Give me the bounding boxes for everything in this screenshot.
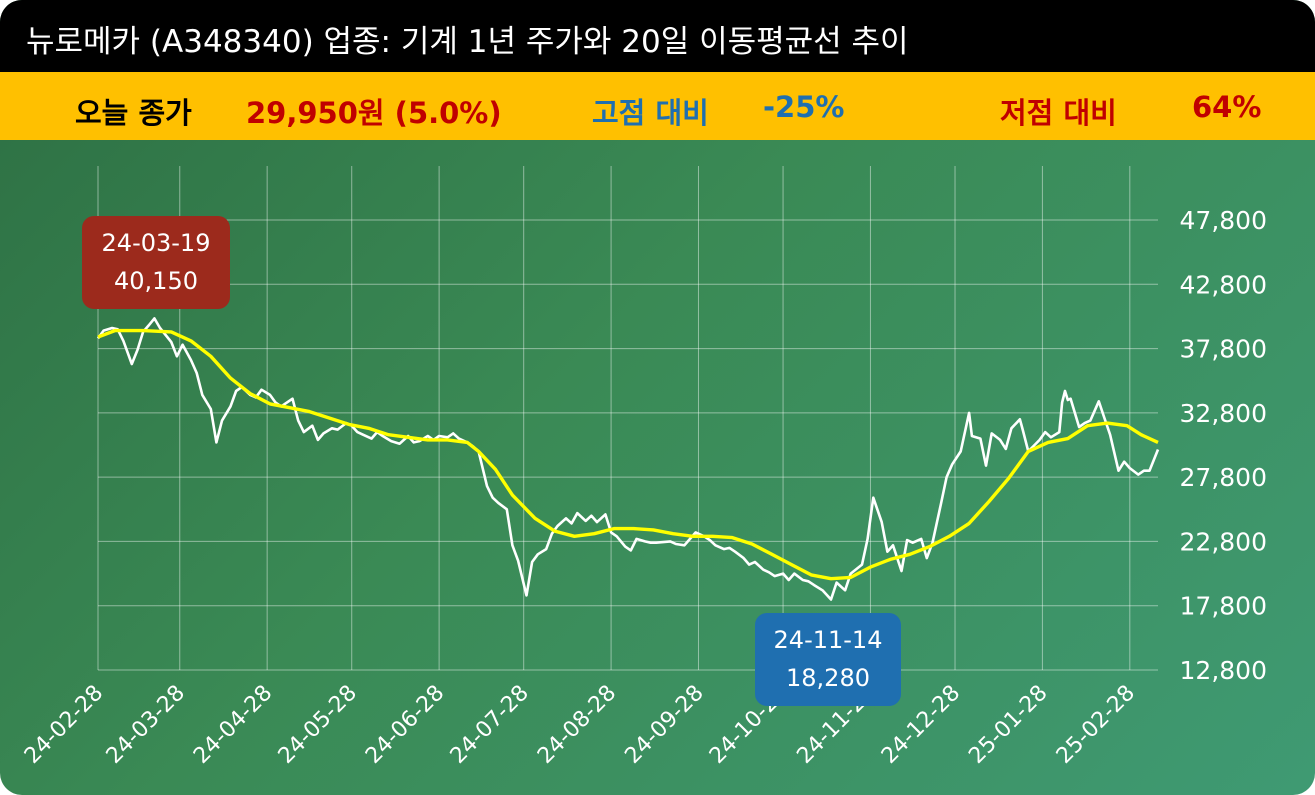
y-tick-label: 12,800 xyxy=(1180,656,1267,685)
y-tick-label: 17,800 xyxy=(1180,592,1267,621)
y-tick-label: 27,800 xyxy=(1180,463,1267,492)
high-callout: 24-03-19 40,150 xyxy=(82,216,230,309)
low-compare-value: 64% xyxy=(1192,90,1262,124)
x-tick-label: 24-02-28 xyxy=(20,681,108,769)
y-tick-label: 42,800 xyxy=(1180,270,1267,299)
low-callout-date: 24-11-14 xyxy=(774,626,883,654)
high-callout-box xyxy=(82,216,230,309)
series-line-ma20 xyxy=(97,328,1159,581)
price-chart: 12,800 17,800 22,800 27,800 32,800 37,800 42,8… xyxy=(20,166,1267,769)
x-tick-label: 24-03-28 xyxy=(102,681,190,769)
x-tick-label: 24-05-28 xyxy=(274,681,362,769)
x-tick-label: 25-02-28 xyxy=(1052,681,1140,769)
horizontal-gridlines xyxy=(98,219,1158,671)
x-tick-label: 24-09-28 xyxy=(620,681,708,769)
series-line-price xyxy=(96,317,1160,601)
x-tick-label: 25-01-28 xyxy=(964,681,1052,769)
low-callout: 24-11-14 18,280 xyxy=(755,613,901,706)
high-callout-value: 40,150 xyxy=(114,267,198,295)
title-bar: 뉴로메카 (A348340) 업종: 기계 1년 주가와 20일 이동평균선 추… xyxy=(0,0,1315,72)
x-tick-label: 24-04-28 xyxy=(189,681,277,769)
x-tick-label: 24-06-28 xyxy=(361,681,449,769)
vertical-gridlines xyxy=(97,166,1131,670)
y-tick-label: 32,800 xyxy=(1180,399,1267,428)
y-tick-label: 22,800 xyxy=(1180,527,1267,556)
close-label: 오늘 종가 xyxy=(75,96,192,130)
low-callout-box xyxy=(755,613,901,706)
high-callout-date: 24-03-19 xyxy=(102,229,211,257)
y-axis-ticks: 12,800 17,800 22,800 27,800 32,800 37,800 42,8… xyxy=(1180,206,1267,685)
y-tick-label: 47,800 xyxy=(1180,206,1267,235)
x-tick-label: 24-07-28 xyxy=(446,681,534,769)
low-callout-value: 18,280 xyxy=(786,664,870,692)
y-tick-label: 37,800 xyxy=(1180,335,1267,364)
x-tick-label: 24-08-28 xyxy=(533,681,621,769)
high-compare-label: 고점 대비 xyxy=(592,96,709,130)
close-value: 29,950원 (5.0%) xyxy=(246,96,502,130)
high-compare-value: -25% xyxy=(763,90,845,124)
chart-title: 뉴로메카 (A348340) 업종: 기계 1년 주가와 20일 이동평균선 추… xyxy=(26,24,909,60)
stats-bar: 오늘 종가 29,950원 (5.0%) 고점 대비 -25% 저점 대비 64… xyxy=(0,72,1315,140)
low-compare-label: 저점 대비 xyxy=(1000,96,1117,130)
